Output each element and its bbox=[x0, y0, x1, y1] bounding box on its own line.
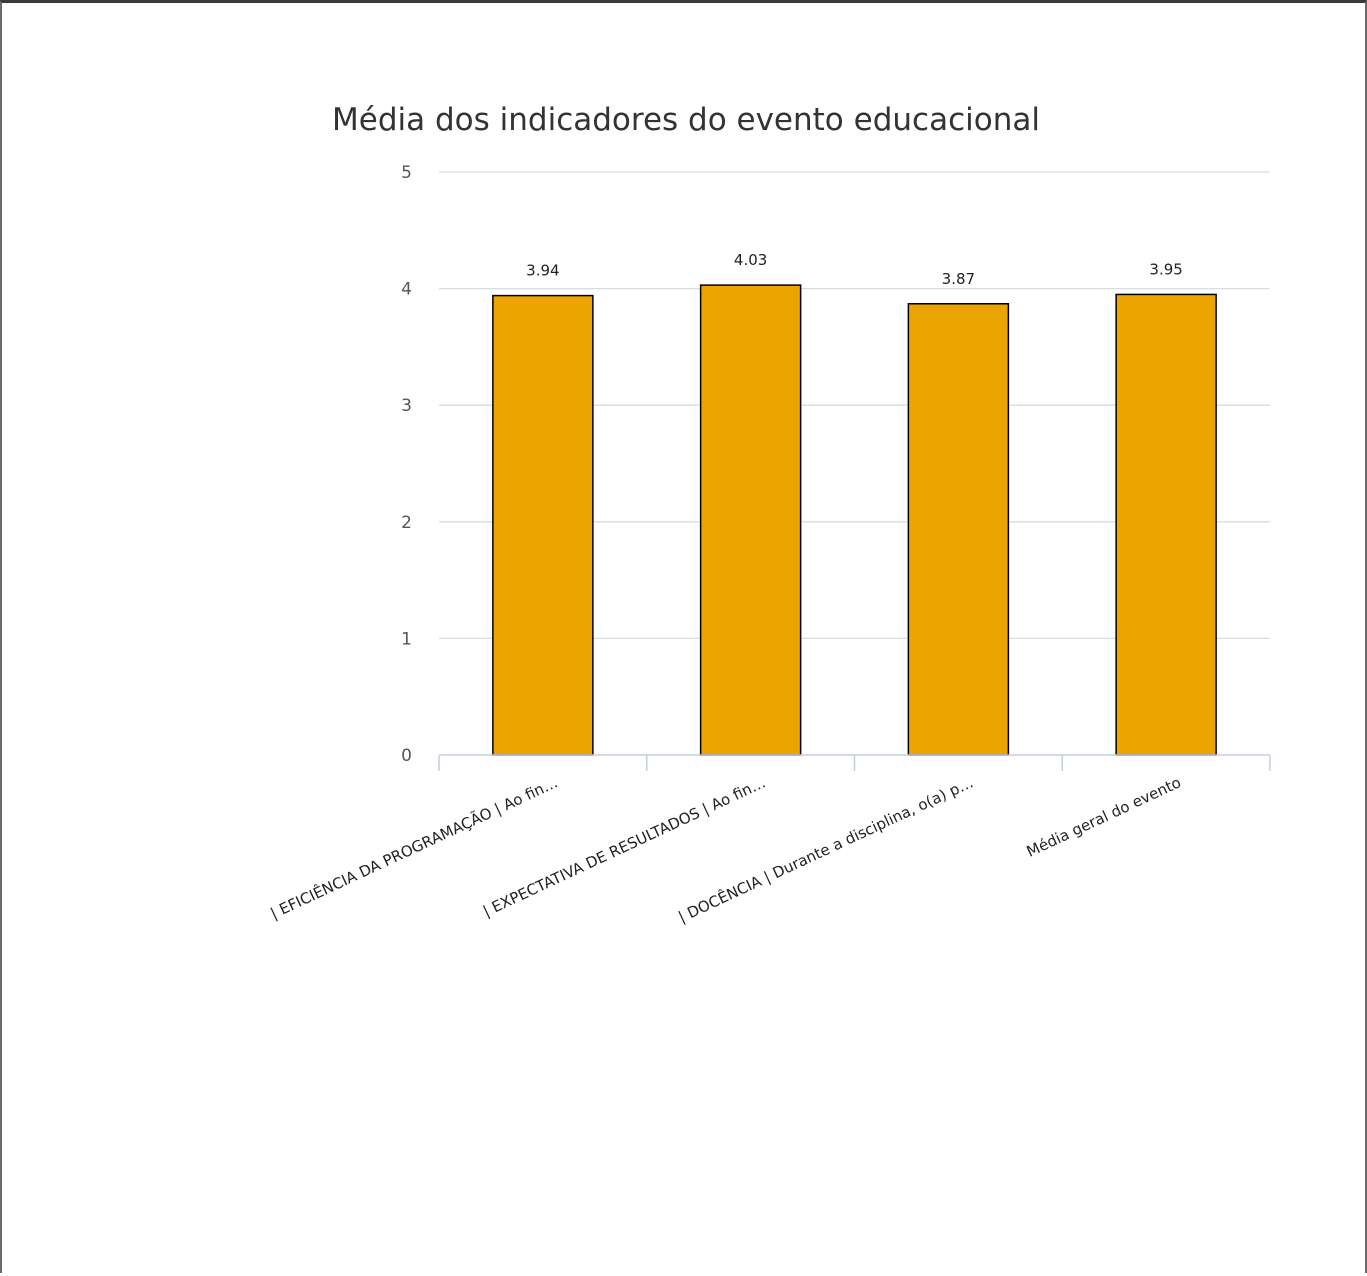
y-tick-label: 5 bbox=[401, 163, 412, 183]
x-axis bbox=[438, 754, 1271, 771]
x-tick-label: Média geral do evento bbox=[1024, 773, 1184, 860]
bar[interactable] bbox=[492, 294, 594, 756]
bar[interactable] bbox=[1115, 293, 1217, 756]
y-tick-label: 1 bbox=[401, 629, 412, 649]
y-tick-label: 2 bbox=[401, 513, 412, 533]
bar[interactable] bbox=[699, 284, 802, 756]
y-tick-label: 0 bbox=[401, 746, 412, 766]
bars bbox=[492, 284, 1217, 756]
y-tick-label: 3 bbox=[401, 396, 412, 416]
bar[interactable] bbox=[907, 303, 1010, 756]
y-tick-label: 4 bbox=[401, 280, 412, 300]
bar-chart: Média dos indicadores do evento educacio… bbox=[267, 102, 1271, 926]
y-axis-ticks: 0 1 2 3 4 5 bbox=[401, 163, 412, 766]
chart-title: Média dos indicadores do evento educacio… bbox=[332, 102, 1040, 138]
data-labels: 3.94 4.03 3.87 3.95 bbox=[526, 251, 1183, 288]
data-label: 3.94 bbox=[526, 262, 559, 280]
data-label: 4.03 bbox=[734, 251, 767, 269]
data-label: 3.87 bbox=[942, 270, 975, 288]
x-axis-labels: | EFICIÊNCIA DA PROGRAMAÇÃO | Ao fin…| E… bbox=[267, 772, 1184, 926]
data-label: 3.95 bbox=[1149, 260, 1182, 278]
